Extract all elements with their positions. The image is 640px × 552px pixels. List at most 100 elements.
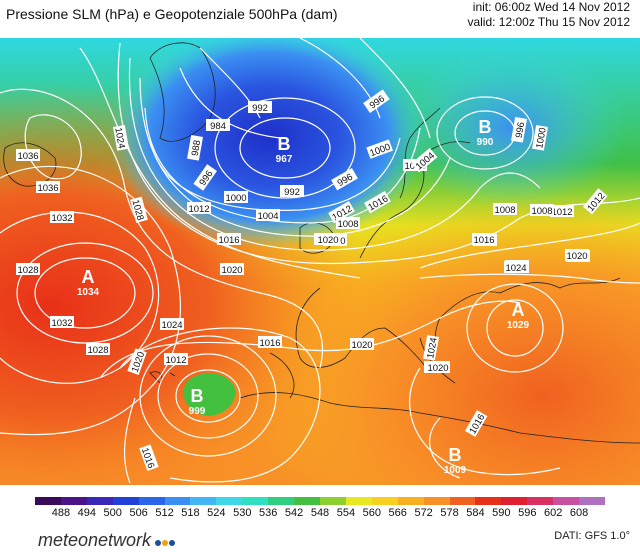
isobar-label: 1032 <box>50 316 74 329</box>
isobar-label: 1008 <box>530 204 554 217</box>
colorbar-segment <box>294 497 321 505</box>
svg-text:967: 967 <box>276 154 293 165</box>
weather-map: 1036 1036 1032 1028 1028 1032 1028 1024 … <box>0 38 640 485</box>
isobar-label: 1020 <box>220 263 244 276</box>
run-info: init: 06:00z Wed 14 Nov 2012 valid: 12:0… <box>467 0 630 30</box>
svg-text:1024: 1024 <box>505 263 526 274</box>
isobar-label: 1024 <box>504 261 528 274</box>
colorbar-segment <box>397 497 425 505</box>
svg-text:999: 999 <box>189 406 206 417</box>
isobar-label: 1024 <box>423 334 440 361</box>
svg-text:1008: 1008 <box>531 206 552 217</box>
colorbar-segment <box>242 497 269 505</box>
colorbar-tick-label: 566 <box>388 507 407 519</box>
colorbar-tick-label: 506 <box>129 507 148 519</box>
svg-text:1020: 1020 <box>427 363 448 374</box>
isobar-label: 1024 <box>112 124 129 151</box>
cold-pool-southwest <box>183 373 236 416</box>
colorbar-tick-label: 548 <box>310 507 330 519</box>
low-pressure-center: B 1009 <box>444 445 467 476</box>
colorbar-tick-label: 542 <box>284 507 304 519</box>
colorbar-segment <box>216 497 243 505</box>
svg-text:A: A <box>82 267 95 287</box>
logo-dot <box>155 540 162 546</box>
svg-text:1016: 1016 <box>473 235 494 246</box>
svg-text:1028: 1028 <box>17 265 38 276</box>
colorbar-segment <box>35 497 62 505</box>
svg-text:1036: 1036 <box>17 151 38 162</box>
colorbar-tick-label: 602 <box>543 507 563 519</box>
colorbar-segment <box>268 497 295 505</box>
logo-dot <box>169 540 176 546</box>
isobar-label: 1004 <box>256 209 280 222</box>
svg-text:1008: 1008 <box>337 219 358 230</box>
svg-text:1032: 1032 <box>51 213 72 224</box>
colorbar-tick-label: 536 <box>258 507 278 519</box>
svg-text:1020: 1020 <box>317 235 338 246</box>
colorbar-tick-label: 530 <box>233 507 252 519</box>
svg-text:1012: 1012 <box>165 355 186 366</box>
isobar-label: 1000 <box>532 124 549 151</box>
svg-text:1036: 1036 <box>37 183 58 194</box>
logo-dot <box>162 540 169 546</box>
colorbar <box>35 497 606 505</box>
isobar-label: 1012 <box>187 202 211 215</box>
svg-text:1000: 1000 <box>225 193 246 204</box>
colorbar-tick-label: 578 <box>440 507 459 519</box>
colorbar-segment <box>60 497 88 505</box>
isobar-label: 1012 <box>550 205 574 218</box>
svg-text:B: B <box>479 117 492 137</box>
colorbar-segment <box>579 497 606 505</box>
svg-text:992: 992 <box>284 187 300 198</box>
isobar-label: 988 <box>187 134 204 161</box>
low-pressure-center: B 967 <box>276 134 293 165</box>
isobar-label: 1016 <box>472 233 496 246</box>
svg-text:B: B <box>191 386 204 406</box>
colorbar-segment <box>138 497 166 505</box>
isobar-label: 1024 <box>160 318 184 331</box>
colorbar-segment <box>371 497 399 505</box>
colorbar-segment <box>423 497 451 505</box>
isobar-label: 992 <box>280 185 304 198</box>
isobar-label: 1028 <box>86 343 110 356</box>
valid-time: valid: 12:00z Thu 15 Nov 2012 <box>467 15 630 29</box>
svg-text:1029: 1029 <box>507 320 530 331</box>
svg-text:1012: 1012 <box>551 207 572 218</box>
colorbar-tick-label: 554 <box>336 507 356 519</box>
svg-text:A: A <box>512 300 525 320</box>
svg-text:988: 988 <box>190 139 204 157</box>
svg-text:1020: 1020 <box>221 265 242 276</box>
isobar-label: 1028 <box>129 196 148 223</box>
svg-text:996: 996 <box>514 121 528 139</box>
svg-text:B: B <box>278 134 291 154</box>
isobar-label: 984 <box>206 119 230 132</box>
colorbar-tick-label: 524 <box>207 507 226 519</box>
svg-text:1020: 1020 <box>351 340 372 351</box>
colorbar-tick-label: 518 <box>181 507 200 519</box>
svg-text:B: B <box>449 445 462 465</box>
svg-text:1024: 1024 <box>425 337 440 360</box>
svg-text:1028: 1028 <box>129 198 145 221</box>
isobar-label: 1020 <box>565 249 589 262</box>
meteonetwork-logo: meteonetwork <box>38 530 176 551</box>
colorbar-labels: 488 494 500 506 512 518 524 530 536 542 548 554 560 5… <box>35 507 605 521</box>
isobar-label: 1036 <box>16 149 40 162</box>
colorbar-tick-label: 572 <box>414 507 433 519</box>
pressure-centers: A 1034 B 967 B 990 B 999 A 1029 B 1009 <box>77 117 530 476</box>
colorbar-segment <box>345 497 373 505</box>
isobar-label: 992 <box>248 101 272 114</box>
high-pressure-center: A 1034 <box>77 267 100 298</box>
isobar-label: 1028 <box>16 263 40 276</box>
svg-text:1004: 1004 <box>257 211 278 222</box>
isobar-label: 1016 <box>217 233 241 246</box>
init-time: init: 06:00z Wed 14 Nov 2012 <box>472 0 630 14</box>
isobar-label: 1020 <box>426 361 450 374</box>
svg-text:1009: 1009 <box>444 465 467 476</box>
isobar-label: 1036 <box>36 181 60 194</box>
svg-text:1012: 1012 <box>188 204 209 215</box>
colorbar-segment <box>475 497 502 505</box>
colorbar-segment <box>86 497 114 505</box>
high-pressure-center: A 1029 <box>507 300 530 331</box>
colorbar-segment <box>501 497 528 505</box>
map-title: Pressione SLM (hPa) e Geopotenziale 500h… <box>6 6 338 22</box>
